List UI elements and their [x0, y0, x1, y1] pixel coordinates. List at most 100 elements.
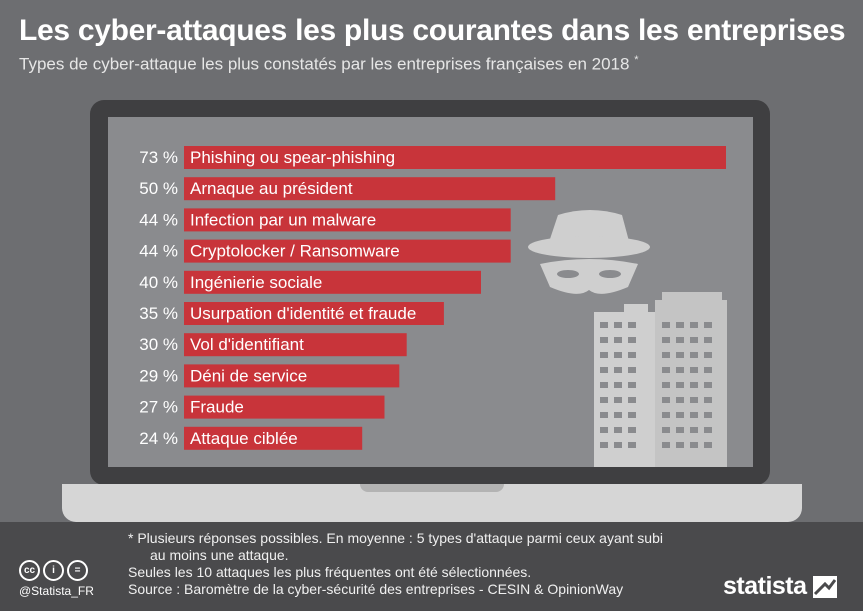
building-window [614, 442, 622, 448]
building-window [662, 352, 670, 358]
building-window [704, 427, 712, 433]
building-window [676, 442, 684, 448]
building-window [690, 367, 698, 373]
bar-4 [184, 239, 511, 263]
building-window [614, 382, 622, 388]
building-window [676, 412, 684, 418]
hacker-illustration [528, 210, 727, 467]
brand[interactable]: statista [723, 572, 837, 601]
footnotes: * Plusieurs réponses possibles. En moyen… [128, 530, 718, 598]
building-window [662, 322, 670, 328]
mask-icon [540, 259, 638, 294]
category-label-3: Infection par un malware [190, 210, 376, 229]
bar-5 [184, 270, 481, 294]
footnote-source: Source : Baromètre de la cyber-sécurité … [128, 581, 624, 597]
value-label-2: 50 % [139, 179, 178, 198]
cc-icon: cc [19, 560, 40, 581]
building-window [628, 322, 636, 328]
building-window [614, 412, 622, 418]
bar-10 [184, 426, 363, 450]
building-window [628, 397, 636, 403]
building-window [614, 337, 622, 343]
building-window [676, 427, 684, 433]
building-window [614, 367, 622, 373]
bar-7 [184, 333, 407, 357]
bar-6 [184, 302, 444, 325]
building-window [690, 352, 698, 358]
building-window [662, 442, 670, 448]
building-icon [594, 292, 727, 467]
chart-subtitle: Types de cyber-attaque les plus constaté… [19, 54, 638, 75]
category-label-7: Vol d'identifiant [190, 335, 304, 354]
building-window [690, 442, 698, 448]
building-window [690, 427, 698, 433]
value-label-4: 44 % [139, 242, 178, 261]
value-label-9: 27 % [139, 398, 178, 417]
category-label-4: Cryptolocker / Ransomware [190, 242, 400, 261]
bar-9 [184, 395, 385, 419]
bar-8 [184, 364, 400, 388]
category-label-5: Ingénierie sociale [190, 273, 322, 292]
building-window [662, 412, 670, 418]
building-window [614, 352, 622, 358]
building-window [600, 412, 608, 418]
footer-band [0, 522, 863, 611]
building-window [676, 322, 684, 328]
building-window [628, 352, 636, 358]
building-window [628, 412, 636, 418]
building-window [690, 412, 698, 418]
building-window [600, 322, 608, 328]
value-label-10: 24 % [139, 429, 178, 448]
building-window [690, 337, 698, 343]
value-label-1: 73 % [139, 148, 178, 167]
building-window [628, 382, 636, 388]
building-window [676, 337, 684, 343]
subtitle-footnote-marker: * [634, 54, 639, 66]
footnote-multiple-answers: * Plusieurs réponses possibles. En moyen… [128, 530, 663, 546]
subtitle-text: Types de cyber-attaque les plus constaté… [19, 54, 630, 74]
value-label-6: 35 % [139, 304, 178, 323]
footnote-multiple-answers-cont: au moins une attaque. [150, 547, 289, 563]
building-window [628, 367, 636, 373]
building-window [704, 352, 712, 358]
building-window [676, 352, 684, 358]
building-window [690, 382, 698, 388]
category-label-2: Arnaque au président [190, 179, 353, 198]
building-window [628, 337, 636, 343]
building-window [628, 427, 636, 433]
building-window [704, 367, 712, 373]
building-window [614, 427, 622, 433]
building-window [600, 337, 608, 343]
value-label-5: 40 % [139, 273, 178, 292]
value-label-8: 29 % [139, 366, 178, 385]
building-window [662, 367, 670, 373]
laptop-notch [360, 484, 504, 492]
building-window [676, 397, 684, 403]
building-window [704, 412, 712, 418]
building-window [662, 397, 670, 403]
footnote-selection: Seules les 10 attaques les plus fréquent… [128, 564, 532, 580]
building-window [676, 382, 684, 388]
value-label-3: 44 % [139, 210, 178, 229]
attribution-icon: i [43, 560, 64, 581]
building-window [704, 337, 712, 343]
building-window [600, 352, 608, 358]
building-window [676, 367, 684, 373]
building-window [690, 322, 698, 328]
category-label-8: Déni de service [190, 366, 307, 385]
building-window [600, 367, 608, 373]
building-window [614, 397, 622, 403]
no-derivatives-icon: = [67, 560, 88, 581]
social-handle[interactable]: @Statista_FR [19, 584, 94, 598]
building-window [662, 382, 670, 388]
hat-icon [528, 210, 650, 258]
bar-2 [184, 177, 556, 201]
bar-3 [184, 208, 511, 232]
category-label-10: Attaque ciblée [190, 429, 298, 448]
building-window [662, 427, 670, 433]
building-window [704, 322, 712, 328]
building-window [662, 337, 670, 343]
license-icons: cc i = [19, 560, 88, 581]
building-window [600, 427, 608, 433]
